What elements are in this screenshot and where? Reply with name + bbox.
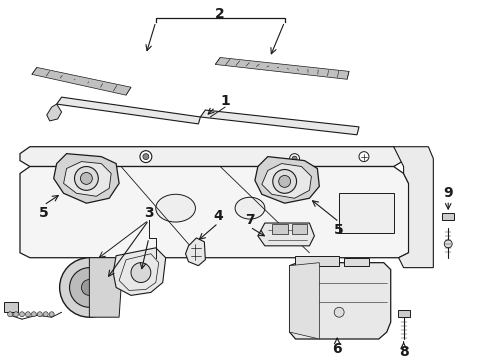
Polygon shape (258, 223, 315, 246)
Circle shape (81, 279, 98, 296)
Polygon shape (200, 110, 359, 135)
Text: 8: 8 (399, 345, 409, 359)
Circle shape (43, 312, 48, 317)
Circle shape (290, 154, 299, 163)
Polygon shape (32, 67, 131, 95)
Polygon shape (290, 263, 391, 339)
Bar (294, 256, 339, 266)
Circle shape (25, 312, 30, 317)
Circle shape (334, 307, 344, 317)
Polygon shape (113, 248, 166, 296)
Circle shape (60, 258, 119, 317)
Circle shape (20, 312, 25, 317)
Circle shape (279, 175, 291, 187)
Text: 3: 3 (144, 206, 154, 220)
Text: 1: 1 (220, 94, 230, 108)
Polygon shape (57, 97, 200, 124)
Circle shape (359, 152, 369, 162)
Bar (339, 193, 393, 233)
Polygon shape (54, 154, 119, 203)
Text: 9: 9 (443, 186, 453, 200)
Text: 7: 7 (245, 213, 255, 227)
Polygon shape (255, 157, 319, 203)
Bar (292, 224, 307, 234)
Text: 5: 5 (39, 206, 49, 220)
Circle shape (70, 267, 109, 307)
Circle shape (31, 312, 36, 317)
Polygon shape (290, 263, 319, 339)
Circle shape (74, 167, 98, 190)
Polygon shape (442, 213, 454, 220)
Polygon shape (262, 163, 312, 198)
Bar (272, 224, 288, 234)
Polygon shape (393, 147, 433, 267)
Circle shape (80, 172, 92, 184)
Polygon shape (398, 310, 410, 317)
Text: 6: 6 (332, 342, 342, 356)
Circle shape (143, 154, 149, 159)
Polygon shape (20, 147, 404, 167)
Bar (344, 258, 369, 266)
Circle shape (140, 151, 152, 163)
Polygon shape (20, 167, 409, 258)
Circle shape (37, 312, 42, 317)
Polygon shape (64, 162, 111, 196)
Ellipse shape (156, 194, 196, 222)
Polygon shape (215, 58, 349, 79)
Circle shape (49, 312, 54, 317)
Circle shape (292, 156, 297, 161)
Polygon shape (47, 104, 62, 121)
Circle shape (444, 240, 452, 248)
Circle shape (14, 312, 19, 317)
Polygon shape (119, 254, 159, 291)
Bar (4, 302, 18, 312)
Text: 5: 5 (334, 223, 344, 237)
Text: 2: 2 (215, 7, 225, 21)
Circle shape (131, 263, 151, 283)
Circle shape (273, 170, 296, 193)
Ellipse shape (235, 197, 265, 219)
Polygon shape (89, 258, 121, 317)
Circle shape (8, 312, 13, 317)
Polygon shape (186, 238, 205, 266)
Text: 4: 4 (213, 209, 223, 223)
